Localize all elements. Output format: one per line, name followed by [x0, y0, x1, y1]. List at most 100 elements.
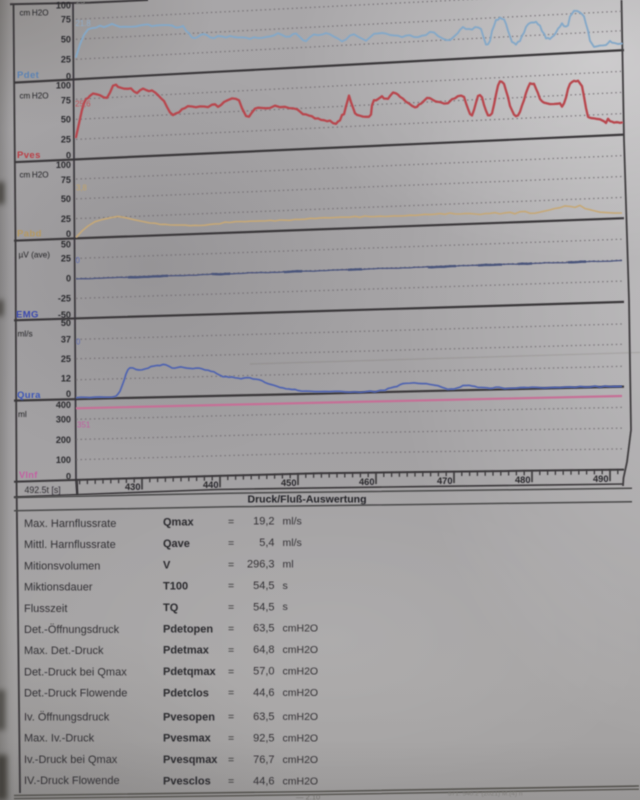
svg-text:0: 0 [66, 151, 71, 161]
svg-text:Det.-Druck Flowende: Det.-Druck Flowende [24, 688, 127, 700]
svg-text:92,5: 92,5 [253, 733, 274, 745]
svg-text:100: 100 [56, 81, 71, 91]
svg-text:200: 200 [56, 435, 71, 445]
svg-text:ml/s: ml/s [283, 515, 302, 527]
svg-text:54,5: 54,5 [253, 580, 274, 592]
svg-text:25: 25 [61, 214, 71, 224]
svg-text:cmH2O: cmH2O [283, 644, 319, 656]
svg-text:21.8: 21.8 [76, 19, 91, 28]
svg-text:50: 50 [61, 194, 71, 204]
svg-text:=: = [228, 516, 234, 528]
svg-text:Pvesqmax: Pvesqmax [163, 754, 218, 766]
svg-text:=: = [228, 733, 234, 745]
svg-text:Pdetmax: Pdetmax [163, 645, 210, 657]
svg-text:63,5: 63,5 [253, 711, 274, 723]
svg-text:=: = [228, 666, 234, 678]
svg-text:Max. Det.-Druck: Max. Det.-Druck [24, 645, 104, 657]
svg-text:=: = [228, 754, 234, 766]
svg-text:571. 540.2 (2021) M.(4) n: 571. 540.2 (2021) M.(4) n [448, 791, 523, 798]
svg-text:cm H2O: cm H2O [20, 171, 49, 180]
svg-text:19,2: 19,2 [253, 516, 274, 528]
svg-text:44,6: 44,6 [253, 776, 274, 788]
svg-text:Pvesmax: Pvesmax [163, 733, 212, 745]
svg-text:25: 25 [61, 55, 71, 65]
svg-text:cmH2O: cmH2O [283, 623, 319, 635]
svg-text:µV (ave): µV (ave) [19, 250, 51, 260]
svg-text:300: 300 [56, 415, 71, 425]
svg-text:=: = [228, 623, 234, 635]
svg-text:75: 75 [61, 96, 71, 106]
svg-text:Pdetopen: Pdetopen [163, 623, 213, 635]
svg-text:IV.-Druck Flowende: IV.-Druck Flowende [24, 775, 120, 787]
svg-text:-50: -50 [58, 310, 71, 320]
svg-text:450: 450 [281, 478, 297, 488]
svg-text:Pvesclos: Pvesclos [163, 775, 211, 787]
svg-text:3,8: 3,8 [76, 184, 87, 193]
svg-text:440: 440 [203, 480, 219, 490]
svg-text:0: 0 [76, 256, 81, 265]
svg-text:Det.-Druck bei Qmax: Det.-Druck bei Qmax [24, 666, 127, 678]
svg-text:=: = [228, 602, 234, 614]
svg-text:cmH2O: cmH2O [283, 711, 319, 723]
svg-text:0: 0 [66, 274, 71, 284]
svg-text:Det.-Öffnungsdruck: Det.-Öffnungsdruck [24, 624, 120, 636]
svg-text:Pdet: Pdet [17, 70, 40, 81]
svg-text:Pabd: Pabd [17, 229, 42, 240]
svg-text:63,5: 63,5 [253, 623, 274, 635]
svg-text:25: 25 [61, 135, 71, 145]
svg-text:T100: T100 [163, 581, 188, 593]
svg-text:=: = [228, 687, 234, 699]
svg-text:Iv. Öffnungsdruck: Iv. Öffnungsdruck [24, 711, 110, 723]
svg-text:cmH2O: cmH2O [283, 776, 319, 788]
svg-text:44,6: 44,6 [253, 687, 274, 699]
svg-text:Mittl. Harnflussrate: Mittl. Harnflussrate [24, 539, 116, 551]
svg-text:Pdetclos: Pdetclos [163, 687, 209, 699]
svg-text:VInf: VInf [19, 470, 38, 480]
svg-text:Pves: Pves [17, 150, 41, 161]
svg-text:490: 490 [593, 474, 609, 484]
svg-text:25: 25 [61, 354, 71, 364]
svg-text:100: 100 [56, 455, 71, 465]
svg-text:480: 480 [515, 475, 531, 485]
svg-text:=: = [228, 644, 234, 656]
svg-text:470: 470 [437, 476, 453, 486]
svg-text:cm H2O: cm H2O [20, 92, 49, 101]
svg-text:Qave: Qave [163, 538, 190, 550]
svg-text:cm H2O: cm H2O [20, 9, 49, 18]
svg-text:50: 50 [61, 115, 71, 125]
svg-text:64,8: 64,8 [253, 644, 274, 656]
svg-text:50: 50 [61, 240, 71, 250]
svg-text:Miktionsdauer: Miktionsdauer [24, 582, 93, 594]
svg-text:=: = [228, 775, 234, 787]
svg-text:cmH2O: cmH2O [283, 666, 319, 678]
svg-text:Flusszeit: Flusszeit [24, 603, 67, 615]
svg-text:=: = [228, 580, 234, 592]
svg-text:Qura: Qura [17, 390, 41, 401]
svg-text:50: 50 [61, 318, 71, 328]
svg-text:TQ: TQ [163, 602, 179, 614]
svg-text:50: 50 [61, 35, 71, 45]
svg-text:cmH2O: cmH2O [283, 687, 319, 699]
svg-text:492.5t [s]: 492.5t [s] [25, 485, 61, 495]
svg-text:Qmax: Qmax [163, 517, 194, 529]
svg-text:EMG: EMG [16, 309, 39, 320]
svg-text:=: = [228, 711, 234, 723]
svg-text:Max. Iv.-Druck: Max. Iv.-Druck [24, 733, 95, 745]
svg-text:37: 37 [61, 335, 71, 345]
svg-text:5,4: 5,4 [259, 537, 274, 549]
svg-text:Mitionsvolumen: Mitionsvolumen [24, 560, 100, 572]
svg-text:Iv.-Druck bei Qmax: Iv.-Druck bei Qmax [24, 754, 118, 766]
svg-text:430: 430 [125, 482, 141, 492]
svg-text:100: 100 [56, 160, 71, 170]
svg-text:25: 25 [76, 0, 85, 6]
svg-text:0: 0 [66, 229, 71, 239]
svg-text:Pdetqmax: Pdetqmax [163, 666, 216, 678]
svg-text:Max. Harnflussrate: Max. Harnflussrate [24, 518, 116, 530]
svg-text:75: 75 [61, 15, 71, 25]
svg-text:76,7: 76,7 [253, 754, 274, 766]
svg-text:Druck/Fluß-Auswertung: Druck/Fluß-Auswertung [247, 494, 366, 506]
svg-text:Pvesopen: Pvesopen [163, 711, 215, 723]
svg-text:— 2.10: — 2.10 [296, 793, 320, 800]
svg-text:=: = [228, 537, 234, 549]
svg-text:ml/s: ml/s [283, 537, 302, 549]
